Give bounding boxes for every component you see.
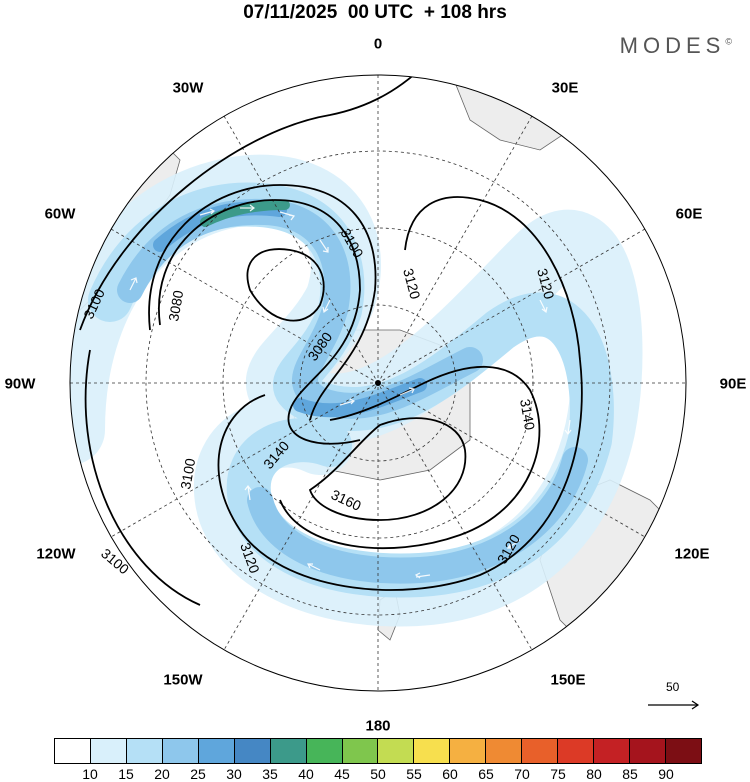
colorbar-tick-label: 80 [586, 766, 602, 782]
copyright-mark: © [725, 36, 732, 47]
contour-3140 [279, 365, 541, 550]
contour-3160 [308, 417, 467, 521]
colorbar-tick-label: 10 [82, 766, 98, 782]
map-title: 07/11/2025 00 UTC + 108 hrs [243, 2, 507, 23]
contour-label: 3100 [98, 545, 132, 577]
colorbar-tick-label: 25 [190, 766, 206, 782]
colorbar-tick-label: 55 [406, 766, 422, 782]
wind-speed-shading [70, 154, 643, 627]
colorbar [54, 738, 702, 764]
lon-label-90e: 90E [719, 375, 747, 393]
colorbar-swatch [630, 739, 666, 763]
contour-label: 3120 [534, 267, 558, 301]
colorbar-tick-label: 90 [658, 766, 674, 782]
lon-label-30w: 30W [172, 79, 204, 97]
colorbar-swatch [234, 739, 271, 763]
colorbar-swatch [522, 739, 559, 763]
wind-vectors [106, 204, 572, 579]
contour-label: 3160 [329, 486, 364, 514]
colorbar-swatch [342, 739, 379, 763]
contour-3080 [246, 248, 325, 322]
jet-band-40 [200, 200, 290, 227]
colorbar-tick-label: 45 [334, 766, 350, 782]
colorbar-labels: 10 15 20 25 30 35 40 45 50 55 60 65 70 75 80 85 90 [54, 766, 702, 782]
colorbar-swatch [378, 739, 415, 763]
colorbar-swatch [414, 739, 451, 763]
colorbar-swatch [486, 739, 523, 763]
colorbar-tick-label: 35 [262, 766, 278, 782]
height-contours [79, 75, 583, 606]
colorbar-tick-label: 65 [478, 766, 494, 782]
lon-label-90w: 90W [4, 375, 36, 393]
colorbar-swatch [198, 739, 235, 763]
map-boundary [69, 74, 687, 692]
contour-label: 3140 [517, 398, 538, 432]
colorbar-swatch [558, 739, 595, 763]
colorbar-swatch [162, 739, 199, 763]
colorbar-tick-label: 85 [622, 766, 638, 782]
contour-label: 3120 [400, 267, 424, 301]
colorbar-swatch [270, 739, 307, 763]
contour-label: 3080 [165, 289, 186, 323]
south-pole-dot [375, 380, 381, 386]
colorbar-swatch [594, 739, 630, 763]
colorbar-swatch [450, 739, 487, 763]
lon-label-0: 0 [373, 35, 383, 53]
colorbar-tick-label: 20 [154, 766, 170, 782]
lon-label-150e: 150E [550, 671, 586, 689]
colorbar-swatch [126, 739, 163, 763]
logo-text: MODES [619, 33, 726, 58]
contour-label: 3100 [177, 457, 198, 491]
lon-label-30e: 30E [551, 79, 579, 97]
colorbar-tick-label: 30 [226, 766, 242, 782]
colorbar-swatch [55, 739, 91, 763]
colorbar-tick-label: 40 [298, 766, 314, 782]
lon-label-150w: 150W [163, 671, 203, 689]
colorbar-tick-label: 15 [118, 766, 134, 782]
vector-scale-arrow [648, 700, 700, 710]
colorbar-tick-label: 50 [370, 766, 386, 782]
lon-label-180: 180 [365, 717, 391, 735]
modes-logo: MODES© [620, 33, 732, 59]
lon-label-120w: 120W [36, 545, 76, 563]
lon-label-60w: 60W [44, 205, 76, 223]
contour-3100-outer [79, 75, 431, 606]
colorbar-tick-label: 70 [514, 766, 530, 782]
colorbar-tick-label: 60 [442, 766, 458, 782]
vector-scale-label: 50 [666, 680, 680, 694]
contour-3120 [148, 184, 583, 591]
colorbar-tick-label: 75 [550, 766, 566, 782]
colorbar-swatch [90, 739, 127, 763]
contour-3100-inner [158, 199, 361, 445]
lon-label-60e: 60E [675, 205, 703, 223]
colorbar-swatch [306, 739, 343, 763]
colorbar-swatch [665, 739, 701, 763]
lon-label-120e: 120E [674, 545, 710, 563]
